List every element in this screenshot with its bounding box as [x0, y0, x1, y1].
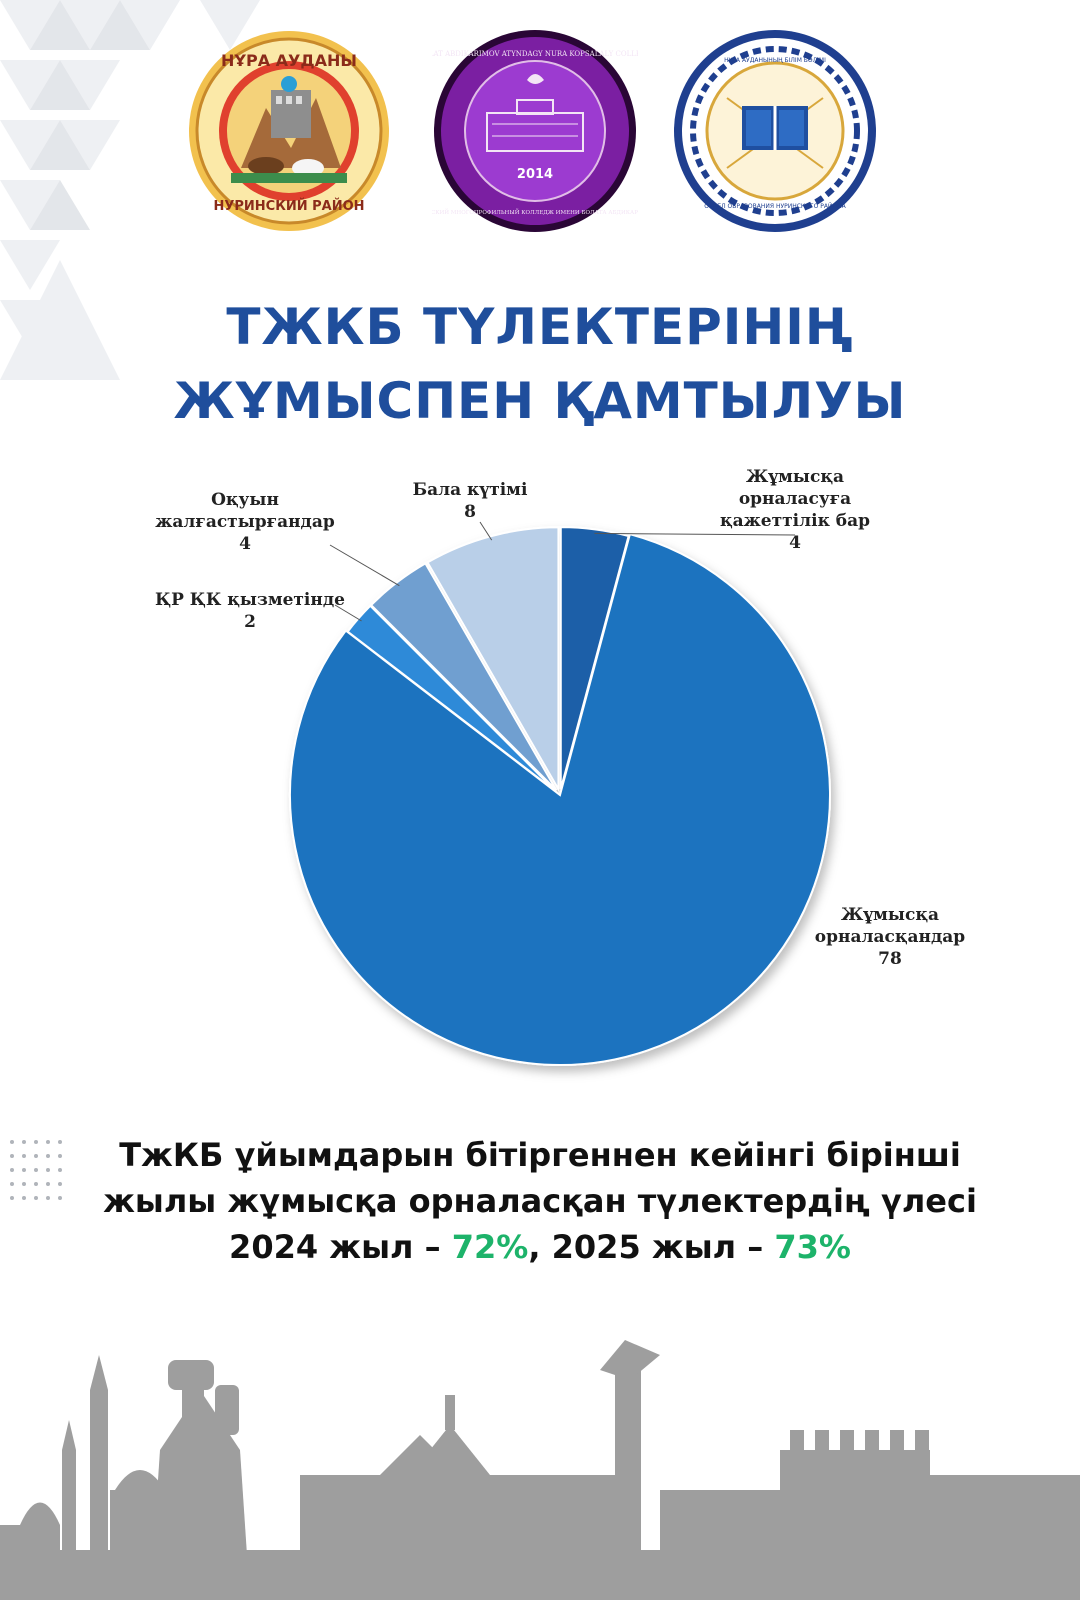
dot-grid-decoration — [10, 1140, 62, 1200]
education-department-emblem: НҰРА АУДАНЫНЫҢ БІЛІМ БӨЛІМІ ОТДЕЛ ОБРАЗО… — [672, 28, 878, 234]
college-bottom-text: НУРИНСКИЙ МНОГОПРОФИЛЬНЫЙ КОЛЛЕДЖ ИМЕНИ … — [432, 208, 638, 216]
college-emblem: 2014 BOLAT ABDIKARIMOV ATYNDAGY NURA KOP… — [432, 28, 638, 234]
summary-separator: , — [528, 1228, 552, 1266]
slice-label-line: Бала күтімі — [413, 480, 528, 500]
slice-label: Оқуын жалғастырғандар 4 — [155, 490, 335, 554]
slice-value: 4 — [239, 534, 251, 554]
slice-label-line: Оқуын — [211, 490, 279, 510]
slice-label-line: орналасқандар — [815, 927, 965, 947]
emblem1-bottom-text: НУРИНСКИЙ РАЙОН — [213, 198, 364, 214]
logos-row: НҰРА АУДАНЫ НУРИНСКИЙ РАЙОН 2014 BOLAT A… — [0, 28, 1080, 238]
title-line-2: ЖҰМЫСПЕН ҚАМТЫЛУЫ — [173, 372, 907, 430]
slice-label-line: жалғастырғандар — [155, 512, 335, 532]
slice-label-line: қажеттілік бар — [720, 511, 870, 531]
slice-label: Бала күтімі 8 — [413, 480, 528, 522]
summary-year-2025: 2025 жыл – — [551, 1228, 775, 1266]
slice-value: 2 — [244, 612, 256, 632]
pie-slice — [346, 604, 557, 792]
slice-label-line: орналасуға — [739, 489, 851, 509]
title-line-1: ТЖКБ ТҮЛЕКТЕРІНІҢ — [226, 298, 854, 356]
summary-line-1: ТжКБ ұйымдарын бітіргеннен кейінгі бірін… — [119, 1136, 961, 1174]
slice-label-line: ҚР ҚК қызметінде — [155, 590, 345, 610]
leader-line — [479, 521, 493, 541]
nura-district-emblem: НҰРА АУДАНЫ НУРИНСКИЙ РАЙОН — [186, 28, 392, 234]
summary-line-3: 2024 жыл – 72%, 2025 жыл – 73% — [60, 1224, 1020, 1270]
leader-line — [334, 604, 362, 622]
college-year: 2014 — [517, 167, 553, 182]
emblem1-top-text: НҰРА АУДАНЫ — [221, 51, 357, 70]
pie-slice — [369, 562, 558, 791]
pie-slice — [289, 532, 831, 1066]
slice-label: ҚР ҚК қызметінде 2 — [155, 590, 345, 632]
leader-line — [594, 532, 796, 536]
page-title: ТЖКБ ТҮЛЕКТЕРІНІҢ ЖҰМЫСПЕН ҚАМТЫЛУЫ — [0, 290, 1080, 438]
pct-2025: 73% — [774, 1228, 851, 1266]
summary-year-2024: 2024 жыл – — [229, 1228, 452, 1266]
slice-value: 4 — [789, 533, 801, 553]
slice-value: 78 — [878, 949, 902, 969]
slice-label-line: Жұмысқа — [841, 905, 939, 925]
summary-line-2: жылы жұмысқа орналасқан түлектердің үлес… — [103, 1182, 977, 1220]
slice-label: Жұмысқа орналасуға қажеттілік бар 4 — [720, 467, 870, 553]
employment-pie-chart: Жұмысқа орналасуға қажеттілік бар 4 Жұмысқа о… — [60, 460, 1020, 1100]
edu-top-text: НҰРА АУДАНЫНЫҢ БІЛІМ БӨЛІМІ — [724, 57, 826, 64]
college-top-text: BOLAT ABDIKARIMOV ATYNDAGY NURA KOPSALAL… — [432, 50, 638, 58]
slice-label: Жұмысқа орналасқандар 78 — [815, 905, 965, 969]
summary-text: ТжКБ ұйымдарын бітіргеннен кейінгі бірін… — [60, 1132, 1020, 1270]
edu-bottom-text: ОТДЕЛ ОБРАЗОВАНИЯ НУРИНСКОГО РАЙОНА — [704, 203, 846, 210]
slice-label-line: Жұмысқа — [746, 467, 844, 487]
corner-triangle-pattern — [0, 0, 260, 380]
slice-value: 8 — [464, 502, 476, 522]
pie-slice — [426, 526, 560, 793]
pct-2024: 72% — [451, 1228, 529, 1266]
leader-line — [329, 544, 400, 587]
city-skyline-silhouette — [0, 1340, 1080, 1600]
